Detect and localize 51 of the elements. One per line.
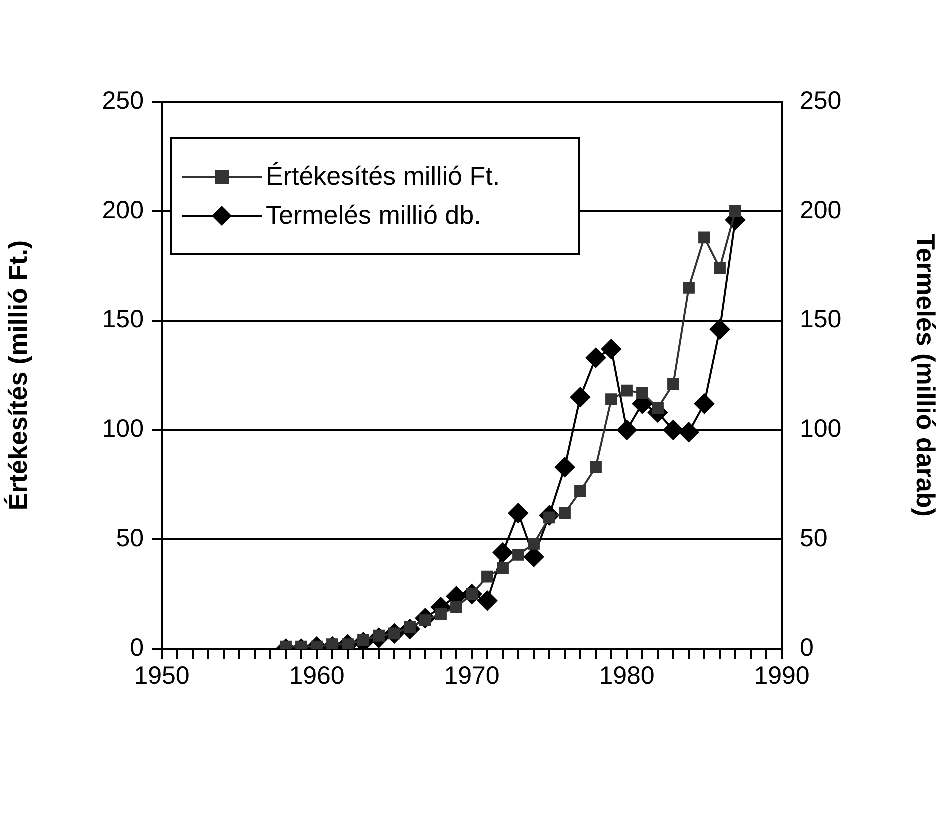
point bbox=[602, 339, 622, 360]
point bbox=[606, 394, 618, 406]
y2-axis-title: Termelés (millió darab) bbox=[911, 234, 942, 517]
point bbox=[478, 590, 498, 611]
y-axis-title: Értékesítés (millió Ft.) bbox=[2, 240, 33, 511]
y-tick-label: 0 bbox=[130, 634, 144, 662]
y-tick-label: 200 bbox=[102, 196, 144, 224]
point bbox=[574, 486, 586, 498]
point bbox=[664, 420, 684, 440]
point bbox=[683, 282, 695, 294]
y2-tick-label: 100 bbox=[800, 415, 842, 444]
point bbox=[617, 420, 637, 440]
point bbox=[512, 548, 524, 561]
y-tick-label: 50 bbox=[116, 524, 144, 552]
point bbox=[570, 387, 590, 408]
point bbox=[694, 394, 714, 414]
x-tick-label: 1990 bbox=[754, 662, 810, 690]
point bbox=[730, 205, 742, 218]
point bbox=[586, 348, 606, 368]
point bbox=[590, 461, 602, 474]
point bbox=[710, 320, 730, 340]
y-tick-label: 150 bbox=[102, 306, 144, 334]
point bbox=[555, 457, 575, 478]
point bbox=[528, 538, 540, 550]
point bbox=[435, 608, 447, 620]
y2-tick-label: 250 bbox=[800, 86, 842, 115]
point bbox=[482, 570, 494, 583]
y-tick-label: 100 bbox=[102, 415, 144, 444]
point bbox=[679, 422, 699, 442]
x-tick-label: 1960 bbox=[289, 662, 345, 690]
point bbox=[636, 387, 648, 399]
y2-tick-label: 200 bbox=[800, 196, 842, 224]
point bbox=[493, 542, 513, 563]
point bbox=[621, 384, 633, 397]
point bbox=[508, 503, 528, 524]
y-tick-label: 250 bbox=[102, 86, 144, 115]
point bbox=[698, 232, 710, 244]
point bbox=[326, 638, 338, 649]
x-tick-label: 1970 bbox=[444, 662, 500, 690]
point bbox=[668, 378, 680, 390]
point bbox=[497, 562, 509, 574]
y2-tick-label: 0 bbox=[800, 634, 814, 662]
legend-label: Értékesítés millió Ft. bbox=[266, 161, 500, 192]
y2-tick-label: 150 bbox=[800, 306, 842, 334]
y2-tick-label: 50 bbox=[800, 524, 828, 552]
x-tick-label: 1950 bbox=[134, 662, 190, 690]
point bbox=[559, 507, 571, 520]
point bbox=[714, 262, 726, 274]
x-tick-label: 1980 bbox=[599, 662, 655, 690]
legend-label: Termelés millió db. bbox=[266, 200, 482, 231]
point bbox=[450, 601, 462, 614]
